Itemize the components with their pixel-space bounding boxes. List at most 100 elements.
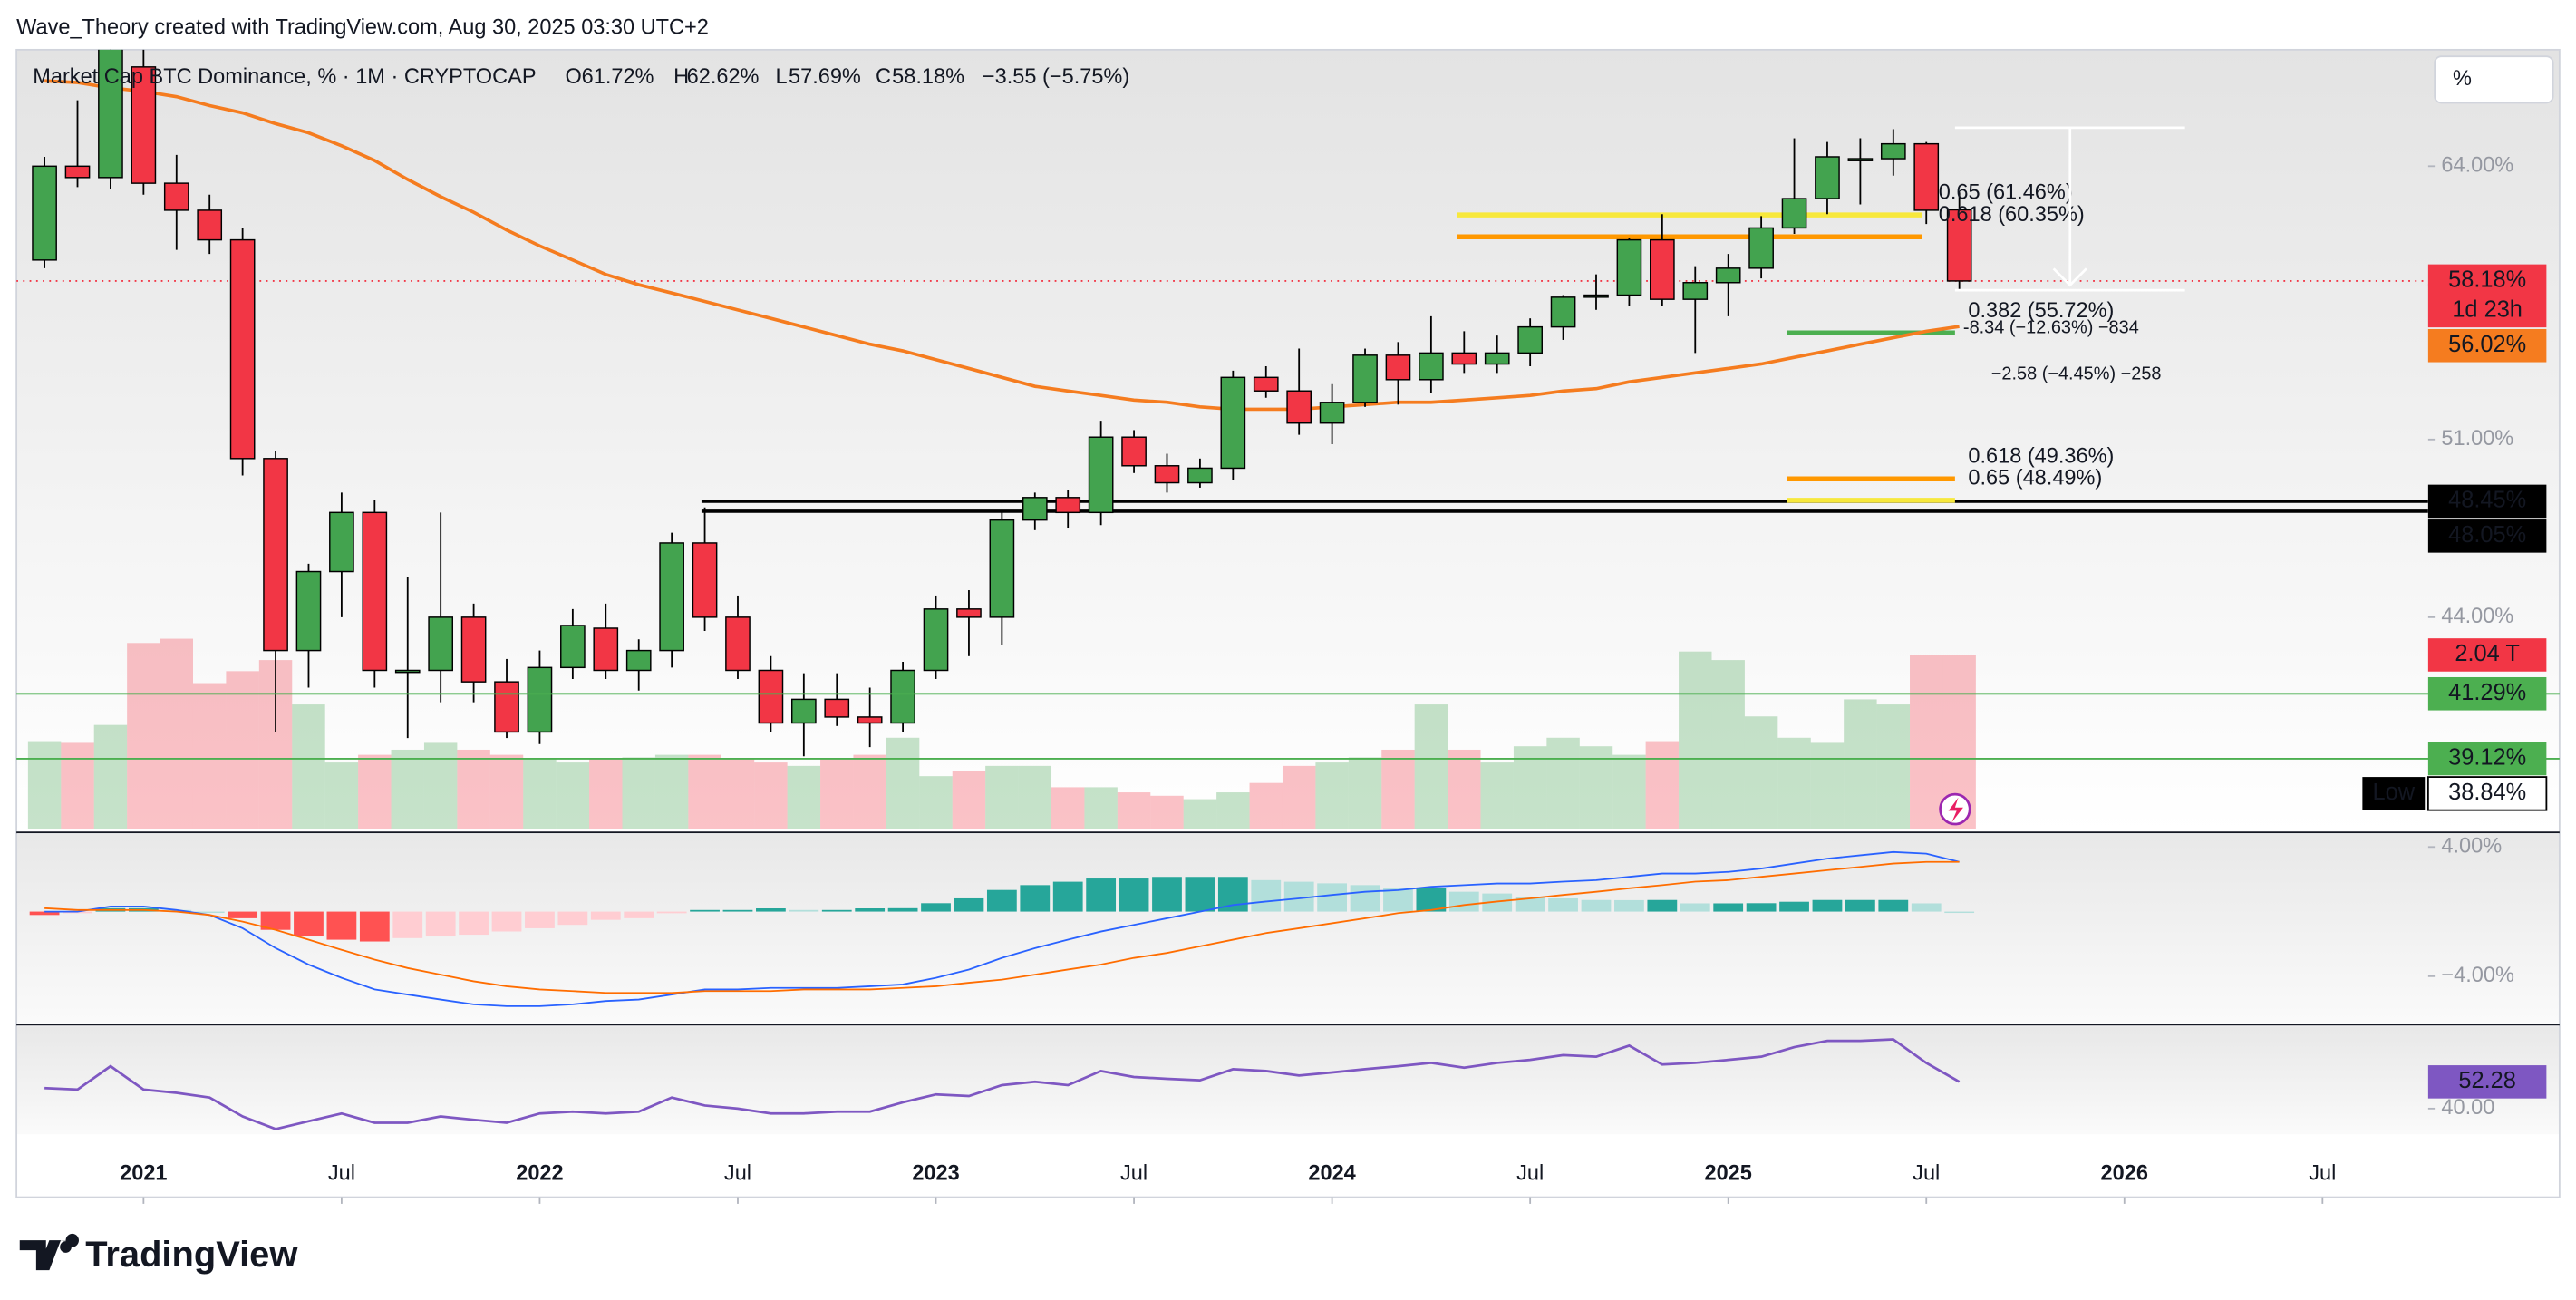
volume-bar — [820, 759, 854, 829]
candle-body — [560, 625, 586, 669]
candle-body — [790, 698, 817, 724]
legend-h: H — [673, 65, 689, 89]
candle-body — [527, 666, 553, 733]
macd-histogram — [1548, 897, 1578, 912]
volume-bar — [1645, 741, 1680, 829]
candle-body — [460, 616, 487, 683]
volume-bar — [226, 671, 259, 829]
level-label: 41.29% — [2448, 680, 2526, 705]
low-name: Low — [2373, 780, 2416, 805]
candle-body — [1253, 376, 1279, 392]
macd-histogram — [756, 908, 786, 912]
candle-body — [131, 66, 157, 184]
rsi-tick-label: 40.00 — [2441, 1096, 2494, 1120]
volume-bar — [688, 754, 721, 829]
candle-body — [1022, 497, 1048, 521]
candle-body — [494, 681, 519, 733]
volume-bar — [292, 704, 325, 829]
fib-label: 0.618 (49.36%) — [1968, 445, 2114, 469]
scale-button[interactable] — [2434, 55, 2554, 104]
volume-bar — [1711, 660, 1745, 829]
macd-histogram — [392, 911, 423, 938]
volume-bar — [1546, 737, 1580, 829]
chart-frame — [15, 48, 2561, 1198]
low-name-box — [2362, 777, 2426, 810]
candle-body — [857, 716, 883, 724]
macd-histogram — [1647, 899, 1678, 912]
low-box — [2426, 776, 2548, 811]
signal-line — [44, 860, 1960, 994]
candle-body — [362, 511, 388, 672]
legend-open: 61.72% — [582, 65, 654, 89]
macd-histogram — [359, 911, 390, 942]
legend-c: C — [876, 65, 891, 89]
level-label: 48.05% — [2448, 522, 2526, 548]
volume-bar — [787, 765, 821, 829]
candle-body — [1781, 198, 1807, 229]
candle-body — [1154, 465, 1180, 484]
candle-body — [64, 165, 91, 179]
macd-histogram — [789, 909, 819, 912]
candle-body — [989, 519, 1015, 618]
candle-body — [428, 616, 454, 672]
x-tick-label: Jul — [2309, 1161, 2336, 1185]
volume-bar — [1084, 787, 1118, 829]
candle-body — [625, 649, 652, 672]
x-tick-label: 2026 — [2101, 1161, 2148, 1185]
candle-body — [1286, 390, 1312, 424]
volume-bar — [192, 683, 227, 829]
volume-bar — [1414, 704, 1448, 829]
x-tick-label: 2021 — [120, 1161, 167, 1185]
scale-button-label[interactable]: % — [2453, 67, 2472, 91]
x-tick-label: 2022 — [516, 1161, 563, 1185]
volume-bar — [1315, 762, 1349, 829]
macd-histogram — [1448, 891, 1479, 912]
macd-histogram — [1515, 897, 1545, 912]
volume-bar — [1150, 795, 1184, 829]
volume-bar — [489, 754, 524, 829]
volume-bar — [589, 759, 623, 829]
rsi-label-box — [2427, 1065, 2547, 1099]
macd-histogram — [821, 909, 852, 912]
macd-histogram — [491, 911, 522, 932]
macd-histogram — [1581, 899, 1612, 912]
candle-body — [659, 542, 684, 652]
level-label-box — [2427, 519, 2547, 553]
candle-body — [1550, 296, 1576, 328]
volume-bar — [1249, 782, 1283, 829]
macd-tick-label: −4.00% — [2441, 964, 2514, 987]
candle-body — [1517, 325, 1543, 354]
candle-body — [1352, 354, 1378, 403]
macd-histogram — [260, 911, 291, 930]
candle-body — [1055, 497, 1081, 514]
candle-body — [1419, 352, 1444, 381]
alert-bolt — [1948, 797, 1963, 823]
volume-bar — [1381, 749, 1415, 829]
level-label-box — [2427, 742, 2547, 776]
volume-bar — [523, 759, 557, 829]
volume-bar — [556, 762, 590, 829]
x-tick-label: Jul — [724, 1161, 751, 1185]
candle-body — [1583, 294, 1609, 298]
macd-histogram — [1383, 888, 1413, 912]
candle-body — [1385, 354, 1411, 381]
candle-body — [1880, 142, 1906, 160]
macd-histogram — [986, 889, 1017, 912]
price-pane — [16, 49, 2560, 833]
x-tick-label: 2023 — [912, 1161, 959, 1185]
price-plot — [16, 49, 2428, 829]
macd-histogram — [1779, 901, 1809, 912]
volume-bar — [1844, 699, 1877, 829]
volume-bar — [61, 742, 94, 829]
volume-bar — [1876, 704, 1911, 829]
macd-histogram — [1052, 881, 1083, 912]
fib-label: 0.65 (48.49%) — [1968, 466, 2102, 490]
volume-bar — [1579, 746, 1613, 829]
volume-bar — [985, 765, 1019, 829]
macd-histogram — [1119, 878, 1149, 912]
candle-body — [1187, 467, 1213, 484]
candle-body — [98, 49, 123, 179]
candle-body — [163, 182, 189, 211]
volume-label-box — [2427, 638, 2547, 672]
